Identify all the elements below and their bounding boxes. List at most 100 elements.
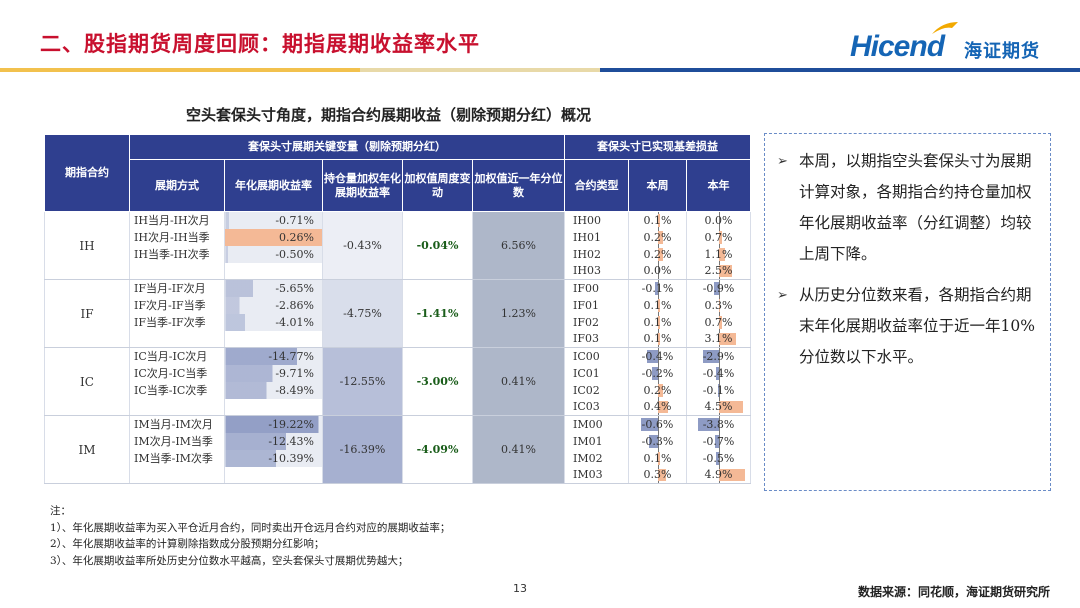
value-text: 2.5% [704, 264, 733, 278]
weighted-rate-cell: -16.39% [322, 415, 403, 484]
contract-cell: IC [44, 347, 130, 416]
annual-rate-cell [224, 262, 323, 280]
value-text: -0.4% [702, 366, 735, 380]
contract-code-cell: IH00 [564, 211, 630, 229]
year-basis-cell: -0.5% [686, 449, 752, 467]
roll-method-cell: IC次月-IC当季 [129, 364, 225, 382]
bar-axis [718, 348, 720, 365]
roll-yield-table: 期指合约 套保头寸展期关键变量（剔除预期分红） 套保头寸已实现基差损益 展期方式… [44, 134, 752, 484]
week-basis-cell: -0.6% [628, 415, 688, 433]
week-basis-cell: 0.2% [628, 381, 688, 399]
value-bar [641, 418, 658, 431]
bar-axis [718, 280, 720, 297]
value-text: 0.1% [643, 332, 672, 346]
year-basis-cell: -0.1% [686, 381, 752, 399]
value-bar [718, 400, 744, 413]
year-basis-cell: -0.9% [686, 279, 752, 297]
contract-code-cell: IF00 [564, 279, 630, 297]
roll-method-cell: IM次月-IM当季 [129, 432, 225, 450]
commentary-text: 本周，以期指空头套保头寸为展期计算对象，各期指合约持仓量加权年化展期收益率（分红… [799, 152, 1032, 263]
value-bar [702, 350, 719, 363]
value-text: -0.5% [702, 451, 735, 465]
value-bar [718, 298, 721, 312]
value-text: -0.1% [641, 281, 674, 295]
bar-axis [718, 449, 720, 467]
value-text: -0.1% [702, 383, 735, 397]
bar-axis [718, 432, 720, 450]
contract-cell: IM [44, 415, 130, 484]
annual-rate-cell: -4.01% [224, 313, 323, 331]
value-text: 0.1% [643, 315, 672, 329]
value-bar [657, 400, 669, 413]
header-week: 本周 [628, 159, 688, 212]
contract-cell: IF [44, 279, 130, 348]
value-bar [718, 315, 723, 329]
table-row: IH次月-IH当季 0.26% IH01 0.2% 0.7% [45, 228, 752, 246]
header-chg: 加权值周度变动 [402, 159, 473, 212]
value-text: 0.0% [643, 264, 672, 278]
value-text: -0.6% [641, 417, 674, 431]
header-group-realized-basis: 套保头寸已实现基差损益 [564, 134, 752, 160]
week-basis-cell: 0.1% [628, 296, 688, 314]
value-text: 0.2% [643, 230, 672, 244]
table-row: IC次月-IC当季 -9.71% IC01 -0.2% -0.4% [45, 364, 752, 382]
bar-axis [657, 348, 659, 365]
table-row: IC当季-IC次季 -8.49% IC02 0.2% -0.1% [45, 381, 752, 399]
value-bar [654, 282, 658, 295]
table-row: IC IC当月-IC次月 -14.77% -12.55% -3.00% 0.41% IC00… [44, 347, 752, 416]
contract-code-cell: IF03 [564, 330, 630, 348]
table-row: IC03 0.4% 4.5% [45, 398, 752, 416]
value-text: 0.3% [643, 468, 672, 482]
annual-rate-cell: 0.26% [224, 228, 323, 246]
bar-axis [657, 416, 659, 433]
value-text: -0.4% [641, 349, 674, 363]
value-text: 4.9% [704, 468, 733, 482]
value-bar [718, 264, 733, 277]
value-text: -0.2% [641, 366, 674, 380]
weekly-change-cell: -3.00% [402, 347, 473, 416]
value-text: 0.2% [643, 247, 672, 261]
bar-axis [718, 364, 720, 382]
footnote-label: 注： [50, 505, 71, 517]
year-basis-cell: 1.1% [686, 245, 752, 263]
year-basis-cell: 3.1% [686, 330, 752, 348]
annual-rate-cell [224, 398, 323, 416]
week-basis-cell: 0.1% [628, 313, 688, 331]
year-basis-cell: 0.7% [686, 313, 752, 331]
week-basis-cell: 0.1% [628, 330, 688, 348]
value-text: 4.5% [704, 400, 733, 414]
table-row: IF次月-IF当季 -2.86% IF01 0.1% 0.3% [45, 296, 752, 314]
roll-method-cell [129, 330, 225, 348]
footnote-line: 3）、年化展期收益率所处历史分位数水平越高，空头套保头寸展期优势越大； [50, 554, 409, 567]
week-basis-cell: -0.1% [628, 279, 688, 297]
bar-axis [657, 432, 659, 450]
header-agg: 持仓量加权年化展期收益率 [322, 159, 403, 212]
value-text: 0.0% [704, 213, 733, 227]
table-row: IH当季-IH次季 -0.50% IH02 0.2% 1.1% [45, 245, 752, 263]
footnote-line: 2）、年化展期收益率的计算剔除指数成分股预期分红影响； [50, 538, 325, 550]
contract-code-cell: IM01 [564, 432, 630, 450]
contract-code-cell: IF02 [564, 313, 630, 331]
roll-method-cell: IC当月-IC次月 [129, 347, 225, 365]
year-basis-cell: 4.5% [686, 398, 752, 416]
header-code: 合约类型 [564, 159, 630, 212]
value-bar [716, 366, 719, 380]
commentary-text: 从历史分位数来看，各期指合约期末年化展期收益率位于近一年10%分位数以下水平。 [799, 286, 1035, 366]
percentile-cell: 1.23% [471, 279, 566, 348]
table-row: IH IH当月-IH次月 -0.71% -0.43% -0.04% 6.56% IH00 0.… [44, 211, 752, 280]
bar-axis [657, 262, 659, 279]
contract-code-cell: IC01 [564, 364, 630, 382]
contract-code-cell: IM03 [564, 466, 630, 484]
roll-method-cell: IH次月-IH当季 [129, 228, 225, 246]
value-text: 0.2% [643, 383, 672, 397]
value-text: -0.3% [641, 434, 674, 448]
commentary-item: ➢ 从历史分位数来看，各期指合约期末年化展期收益率位于近一年10%分位数以下水平… [777, 280, 1040, 373]
roll-method-cell: IC当季-IC次季 [129, 381, 225, 399]
value-bar [657, 230, 663, 244]
value-text: 0.1% [643, 451, 672, 465]
year-basis-cell: -0.7% [686, 432, 752, 450]
value-bar [715, 451, 719, 465]
weighted-rate-cell: -0.43% [322, 211, 403, 280]
annual-rate-cell: -2.86% [224, 296, 323, 314]
logo-swoosh-icon [932, 22, 958, 34]
